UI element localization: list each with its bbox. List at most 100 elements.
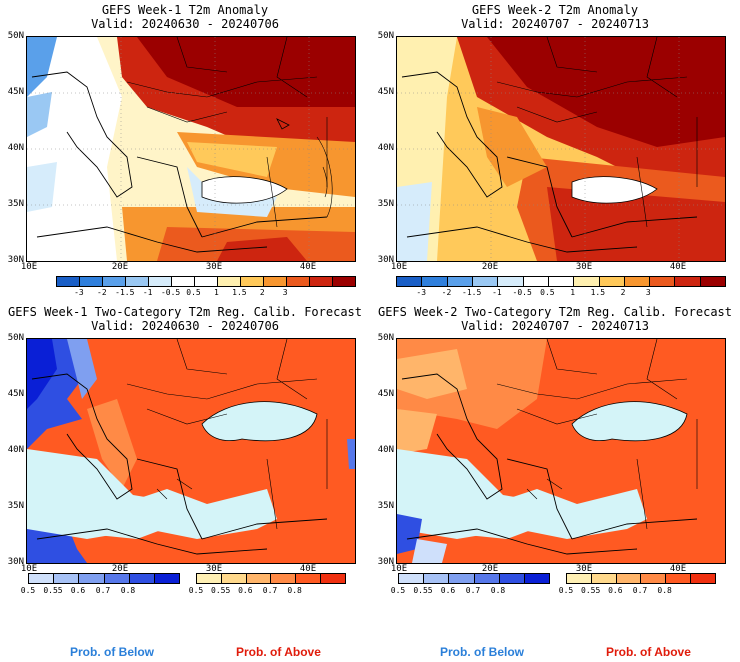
- lon-label: 30E: [205, 262, 223, 272]
- lat-label: 40N: [7, 143, 24, 153]
- lat-label: 35N: [7, 199, 24, 209]
- lat-label: 40N: [377, 445, 394, 455]
- anomaly-map-graphic: [397, 37, 725, 261]
- colorbar-tick-label: 0.5: [558, 586, 574, 595]
- colorbar-swatch: [296, 574, 322, 583]
- colorbar-swatch: [624, 277, 651, 286]
- lon-label: 20E: [111, 262, 129, 272]
- colorbar-tick-label: 0.8: [657, 586, 672, 595]
- colorbar-swatch: [548, 277, 575, 286]
- colorbar-swatch: [499, 574, 525, 583]
- colorbar-tick-label: -0.5: [512, 288, 532, 297]
- colorbar-swatch: [616, 574, 642, 583]
- colorbar-swatch: [264, 277, 287, 286]
- panel-title: GEFS Week-1 Two-Category T2m Reg. Calib.…: [7, 305, 362, 319]
- colorbar-tick-label: 0.5: [390, 586, 406, 595]
- colorbar-tick-label: -3: [416, 288, 427, 297]
- colorbar-tick-label: 1: [570, 288, 576, 297]
- colorbar-tick-label: 0.7: [95, 586, 111, 595]
- colorbar-tick-label: 0.6: [440, 586, 456, 595]
- colorbar-swatch: [574, 277, 600, 286]
- colorbar-tick-label: 0.8: [287, 586, 302, 595]
- lat-label: 30N: [377, 255, 394, 265]
- colorbar-tick-label: 0.55: [581, 586, 601, 595]
- lat-label: 30N: [7, 557, 24, 567]
- lon-label: 40E: [299, 262, 317, 272]
- lon-label: 20E: [481, 564, 499, 574]
- colorbar-tick-label: 0.5: [540, 288, 555, 297]
- colorbar-swatch: [241, 277, 264, 286]
- prob-above-label: Prob. of Above: [606, 645, 691, 659]
- below-colorbar-ticks: 0.5 0.55 0.6 0.7 0.8: [0, 586, 370, 598]
- colorbar-swatch: [271, 574, 297, 583]
- probability-map: [396, 338, 726, 564]
- colorbar-tick-label: -2: [441, 288, 452, 297]
- colorbar-tick-label: 0.6: [608, 586, 623, 595]
- colorbar-swatch: [104, 574, 130, 583]
- colorbar-swatch: [474, 574, 500, 583]
- above-colorbar-ticks: 0.5 0.55 0.6 0.7 0.8: [370, 586, 740, 598]
- lon-label: 40E: [299, 564, 317, 574]
- lat-label: 30N: [7, 255, 24, 265]
- lat-label: 45N: [7, 87, 24, 97]
- colorbar-swatch: [221, 574, 247, 583]
- colorbar-tick-label: 0.7: [465, 586, 481, 595]
- panel-week1-anomaly: GEFS Week-1 T2m Anomaly Valid: 20240630 …: [0, 0, 370, 300]
- colorbar-swatch: [29, 574, 55, 583]
- lat-label: 35N: [377, 501, 394, 511]
- colorbar-swatch: [126, 277, 149, 286]
- colorbar-swatch: [154, 574, 180, 583]
- lat-label: 45N: [7, 389, 24, 399]
- lat-label: 50N: [377, 333, 394, 343]
- lon-label: 40E: [669, 262, 687, 272]
- colorbar-tick-label: 1.5: [590, 288, 606, 297]
- colorbar-tick-label: -3: [74, 288, 84, 297]
- anomaly-map: [26, 36, 356, 262]
- anomaly-colorbar-ticks: -3 -2 -1.5 -1 -0.5 0.5 1 1.5 2 3: [370, 288, 740, 300]
- colorbar-swatch: [218, 277, 241, 286]
- colorbar-tick-label: -1: [142, 288, 153, 297]
- colorbar-swatch: [447, 277, 473, 286]
- colorbar-swatch: [650, 277, 676, 286]
- lat-label: 45N: [377, 389, 394, 399]
- lon-label: 10E: [20, 262, 38, 272]
- colorbar-swatch: [399, 574, 425, 583]
- lat-label: 35N: [377, 199, 394, 209]
- colorbar-swatch: [666, 574, 692, 583]
- colorbar-tick-label: 1.5: [232, 288, 247, 297]
- colorbar-tick-label: 0.5: [188, 586, 204, 595]
- colorbar-swatch: [397, 277, 423, 286]
- colorbar-tick-label: -1: [492, 288, 502, 297]
- colorbar-tick-label: 0.6: [238, 586, 253, 595]
- colorbar-tick-label: 3: [645, 288, 651, 297]
- colorbar-swatch: [591, 574, 617, 583]
- prob-below-label: Prob. of Below: [70, 645, 154, 659]
- colorbar-tick-label: 0.7: [632, 586, 648, 595]
- colorbar-swatch: [422, 277, 448, 286]
- colorbar-tick-label: 0.5: [20, 586, 36, 595]
- anomaly-map: [396, 36, 726, 262]
- colorbar-swatch: [287, 277, 310, 286]
- colorbar-swatch: [567, 574, 592, 583]
- colorbar-tick-label: -1.5: [462, 288, 482, 297]
- colorbar-tick-label: 0.8: [490, 586, 506, 595]
- lat-label: 50N: [7, 31, 24, 41]
- panel-week2-anomaly: GEFS Week-2 T2m Anomaly Valid: 20240707 …: [370, 0, 740, 300]
- colorbar-swatch: [197, 574, 222, 583]
- colorbar-tick-label: 0.55: [211, 586, 231, 595]
- below-colorbar: [28, 573, 180, 584]
- colorbar-tick-label: 0.8: [120, 586, 136, 595]
- colorbar-swatch: [333, 277, 355, 286]
- probability-map: [26, 338, 356, 564]
- below-colorbar-ticks: 0.5 0.55 0.6 0.7 0.8: [370, 586, 740, 598]
- colorbar-swatch: [310, 277, 333, 286]
- colorbar-swatch: [599, 277, 625, 286]
- above-colorbar: [196, 573, 346, 584]
- lat-label: 40N: [377, 143, 394, 153]
- colorbar-swatch: [321, 574, 345, 583]
- panel-valid-dates: Valid: 20240630 - 20240706: [91, 319, 279, 333]
- colorbar-tick-label: 2: [259, 288, 265, 297]
- panel-week2-two-category: GEFS Week-2 Two-Category T2m Reg. Calib.…: [370, 303, 740, 603]
- colorbar-swatch: [246, 574, 272, 583]
- panel-valid-dates: Valid: 20240630 - 20240706: [91, 17, 279, 31]
